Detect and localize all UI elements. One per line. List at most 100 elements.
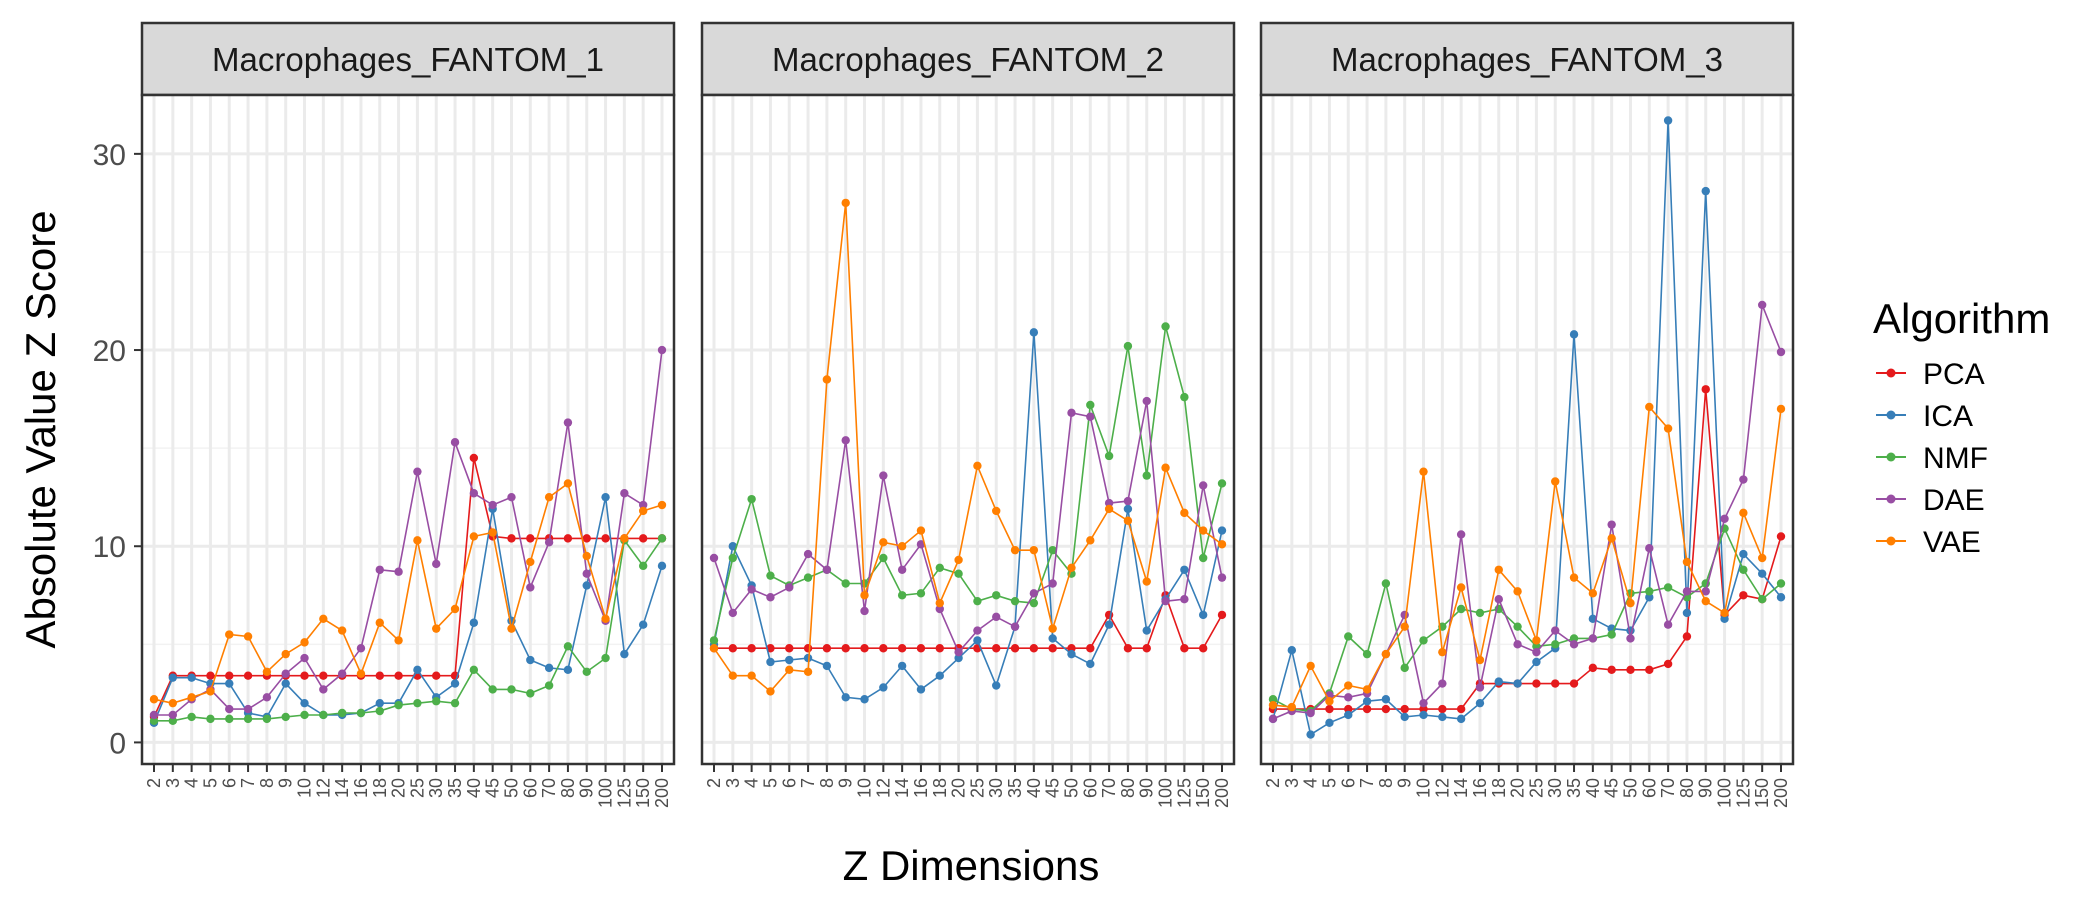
data-point bbox=[822, 565, 832, 574]
data-point bbox=[1645, 593, 1654, 602]
data-point bbox=[841, 693, 850, 702]
data-point bbox=[1067, 563, 1076, 573]
data-point bbox=[916, 685, 926, 694]
x-tick-label: 45 bbox=[1043, 778, 1063, 798]
data-point bbox=[916, 526, 926, 535]
data-point bbox=[620, 649, 629, 659]
data-point bbox=[319, 671, 328, 680]
series-line bbox=[713, 326, 1223, 641]
data-point bbox=[243, 704, 253, 714]
data-point bbox=[992, 506, 1001, 516]
data-point bbox=[375, 698, 384, 708]
x-tick-label: 9 bbox=[1395, 778, 1415, 788]
data-point bbox=[1268, 695, 1278, 704]
data-point bbox=[1180, 595, 1189, 604]
data-point bbox=[394, 700, 403, 710]
legend-item-dae: DAE bbox=[1876, 484, 1985, 517]
data-point bbox=[225, 714, 234, 724]
x-tick-label: 18 bbox=[370, 778, 390, 798]
data-point bbox=[1419, 467, 1428, 476]
y-tick-label: 0 bbox=[109, 727, 126, 760]
series-vae bbox=[1268, 402, 1786, 712]
data-point bbox=[954, 647, 963, 657]
data-point bbox=[300, 698, 309, 708]
data-point bbox=[375, 565, 384, 574]
data-point bbox=[450, 698, 460, 708]
data-point bbox=[860, 606, 869, 616]
legend-item-nmf: NMF bbox=[1876, 442, 1988, 475]
data-point bbox=[526, 583, 535, 592]
data-point bbox=[1607, 630, 1616, 639]
data-point bbox=[638, 506, 648, 516]
data-point bbox=[1682, 557, 1692, 567]
data-point bbox=[1180, 565, 1189, 574]
x-tick-label: 125 bbox=[1733, 778, 1753, 808]
x-tick-label: 7 bbox=[798, 778, 818, 788]
data-point bbox=[601, 653, 610, 663]
x-tick-label: 150 bbox=[633, 778, 653, 808]
data-point bbox=[1607, 534, 1616, 543]
x-tick-label: 35 bbox=[1564, 778, 1584, 798]
data-point bbox=[638, 561, 648, 571]
data-point bbox=[1344, 693, 1353, 702]
data-point bbox=[1180, 392, 1189, 402]
data-point bbox=[1607, 665, 1616, 675]
x-axis-title: Z Dimensions bbox=[843, 842, 1100, 889]
series-line bbox=[1272, 120, 1782, 736]
data-point bbox=[168, 710, 178, 720]
data-point bbox=[803, 667, 813, 676]
data-point bbox=[709, 636, 719, 645]
facet-panel: Macrophages_FANTOM_123456789101214161820… bbox=[93, 21, 676, 808]
data-point bbox=[1029, 545, 1039, 555]
x-tick-label: 4 bbox=[742, 778, 762, 788]
x-tick-label: 90 bbox=[577, 778, 597, 798]
facet-strip bbox=[140, 21, 676, 97]
x-tick-label: 5 bbox=[200, 778, 220, 788]
x-tick-label: 25 bbox=[1526, 778, 1546, 798]
x-tick-label: 2 bbox=[704, 778, 724, 788]
data-point bbox=[992, 644, 1001, 653]
data-point bbox=[860, 695, 869, 704]
x-tick-label: 80 bbox=[558, 778, 578, 798]
data-point bbox=[728, 553, 738, 563]
data-point bbox=[526, 534, 535, 543]
x-tick-label: 35 bbox=[1005, 778, 1025, 798]
data-point bbox=[413, 467, 422, 476]
series-line bbox=[713, 202, 1223, 693]
data-point bbox=[935, 671, 944, 680]
data-point bbox=[1551, 679, 1560, 688]
data-point bbox=[1456, 704, 1466, 714]
data-point bbox=[225, 704, 234, 714]
data-point bbox=[1607, 520, 1616, 529]
data-point bbox=[1306, 708, 1315, 718]
x-tick-label: 4 bbox=[182, 778, 202, 788]
data-point bbox=[1198, 481, 1208, 490]
data-point bbox=[168, 716, 178, 726]
data-point bbox=[168, 673, 178, 682]
data-point bbox=[356, 669, 366, 678]
legend-swatch-point bbox=[1886, 536, 1896, 546]
data-point bbox=[450, 679, 460, 688]
x-tick-label: 200 bbox=[1771, 778, 1791, 808]
data-point bbox=[1438, 647, 1447, 657]
x-tick-label: 100 bbox=[596, 778, 616, 808]
data-point bbox=[300, 653, 309, 663]
data-point bbox=[1701, 385, 1710, 394]
data-point bbox=[281, 679, 290, 688]
data-point bbox=[992, 612, 1001, 622]
data-point bbox=[1532, 642, 1541, 651]
data-point bbox=[1381, 579, 1391, 588]
data-point bbox=[992, 591, 1001, 600]
data-point bbox=[657, 561, 667, 571]
data-point bbox=[1720, 608, 1729, 618]
facet-strip bbox=[700, 21, 1236, 97]
data-point bbox=[1419, 710, 1428, 720]
data-point bbox=[1569, 640, 1579, 649]
data-point bbox=[1419, 636, 1428, 645]
data-point bbox=[935, 563, 944, 573]
data-point bbox=[488, 500, 497, 510]
facet-panels: Macrophages_FANTOM_123456789101214161820… bbox=[93, 21, 1795, 808]
data-point bbox=[1198, 610, 1208, 620]
data-point bbox=[262, 667, 272, 676]
data-point bbox=[1701, 186, 1710, 196]
